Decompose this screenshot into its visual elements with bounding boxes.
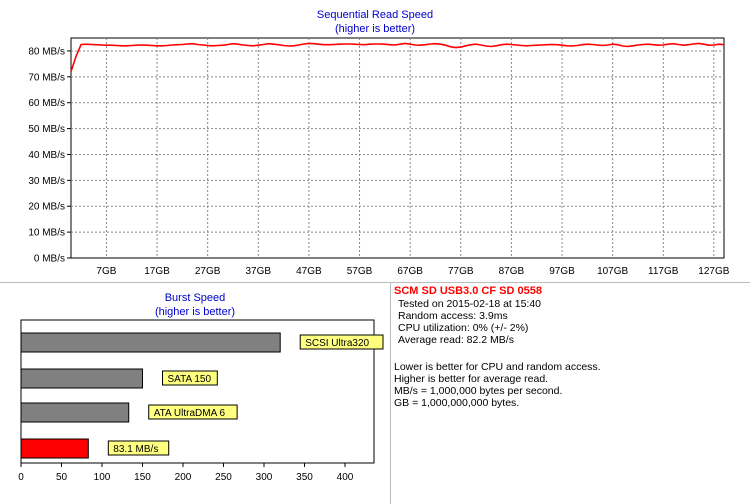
x-tick-label: 97GB bbox=[549, 266, 575, 277]
y-tick-label: 50 MB/s bbox=[28, 124, 65, 135]
burst-chart-subtitle: (higher is better) bbox=[154, 306, 236, 318]
divider-vertical bbox=[390, 283, 391, 504]
bar-label-box bbox=[299, 334, 384, 350]
x-tick-label: 77GB bbox=[448, 266, 474, 277]
bar-label: SATA 150 bbox=[168, 374, 212, 385]
bar bbox=[20, 438, 89, 459]
y-tick-label: 10 MB/s bbox=[28, 228, 65, 239]
x-tick-label: 37GB bbox=[246, 266, 272, 277]
x-tick-label: 107GB bbox=[597, 266, 628, 277]
bar-label: 83.1 MB/s bbox=[113, 444, 158, 455]
bar-label: ATA UltraDMA 6 bbox=[154, 408, 226, 419]
bar-label-box bbox=[162, 370, 218, 386]
average-read: Average read: 82.2 MB/s bbox=[398, 334, 514, 346]
burst-speed-panel: Burst Speed (higher is better) SCSI Ultr… bbox=[0, 284, 390, 504]
seq-chart-title: Sequential Read Speed bbox=[316, 9, 434, 21]
x-tick-label: 87GB bbox=[499, 266, 525, 277]
x-tick-label: 300 bbox=[256, 472, 273, 483]
random-access: Random access: 3.9ms bbox=[398, 310, 508, 322]
x-tick-label: 67GB bbox=[397, 266, 423, 277]
x-tick-label: 150 bbox=[134, 472, 151, 483]
bar bbox=[20, 332, 281, 353]
y-tick-label: 40 MB/s bbox=[28, 150, 65, 161]
x-tick-label: 400 bbox=[337, 472, 354, 483]
burst-chart-title: Burst Speed bbox=[164, 292, 226, 304]
bar bbox=[20, 402, 130, 423]
y-tick-label: 20 MB/s bbox=[28, 202, 65, 213]
y-tick-label: 80 MB/s bbox=[28, 46, 65, 57]
x-tick-label: 350 bbox=[296, 472, 313, 483]
x-tick-label: 57GB bbox=[347, 266, 373, 277]
sequential-read-panel: Sequential Read Speed (higher is better)… bbox=[28, 9, 730, 277]
y-tick-label: 30 MB/s bbox=[28, 176, 65, 187]
divider-horizontal bbox=[0, 282, 750, 283]
y-tick-label: 70 MB/s bbox=[28, 72, 65, 83]
cpu-utilization: CPU utilization: 0% (+/- 2%) bbox=[398, 322, 529, 334]
note-line: Lower is better for CPU and random acces… bbox=[394, 361, 601, 373]
bar-label: SCSI Ultra320 bbox=[305, 338, 369, 349]
bar bbox=[20, 368, 143, 389]
seq-chart-subtitle: (higher is better) bbox=[334, 23, 416, 35]
x-tick-label: 127GB bbox=[698, 266, 729, 277]
x-tick-label: 7GB bbox=[96, 266, 116, 277]
device-name: SCM SD USB3.0 CF SD 0558 bbox=[394, 285, 542, 297]
read-speed-line bbox=[70, 42, 725, 72]
y-tick-label: 60 MB/s bbox=[28, 98, 65, 109]
x-tick-label: 50 bbox=[56, 472, 68, 483]
x-tick-label: 27GB bbox=[195, 266, 221, 277]
plot-area bbox=[70, 37, 725, 259]
x-tick-label: 250 bbox=[215, 472, 232, 483]
x-tick-label: 0 bbox=[18, 472, 24, 483]
burst-speed-chart: SCSI Ultra320 SATA 150 ATA UltraDMA 6 83.1 … bbox=[18, 319, 384, 483]
x-tick-label: 117GB bbox=[648, 266, 679, 277]
note-line: GB = 1,000,000,000 bytes. bbox=[394, 397, 520, 409]
bar-label-box bbox=[148, 404, 238, 420]
x-tick-label: 17GB bbox=[144, 266, 170, 277]
x-tick-label: 200 bbox=[175, 472, 192, 483]
x-tick-label: 100 bbox=[94, 472, 111, 483]
bar-label-box bbox=[107, 440, 170, 456]
note-line: Higher is better for average read. bbox=[394, 373, 549, 385]
note-line: MB/s = 1,000,000 bytes per second. bbox=[394, 385, 563, 397]
test-date: Tested on 2015-02-18 at 15:40 bbox=[398, 298, 542, 310]
sequential-read-chart: 0 MB/s 10 MB/s 20 MB/s 30 MB/s 40 MB/s 50 MB/… bbox=[28, 37, 730, 277]
y-tick-label: 0 MB/s bbox=[34, 254, 65, 265]
x-tick-label: 47GB bbox=[296, 266, 322, 277]
